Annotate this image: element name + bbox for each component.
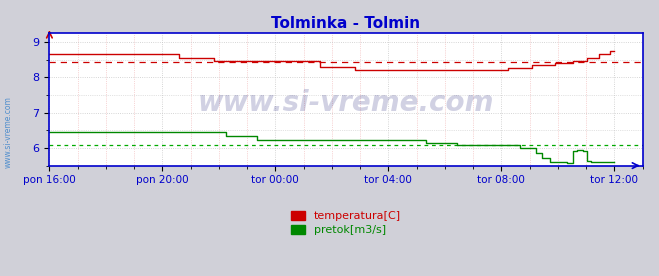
Text: www.si-vreme.com: www.si-vreme.com	[4, 97, 13, 168]
Text: www.si-vreme.com: www.si-vreme.com	[198, 89, 494, 117]
Title: Tolminka - Tolmin: Tolminka - Tolmin	[272, 15, 420, 31]
Legend: temperatura[C], pretok[m3/s]: temperatura[C], pretok[m3/s]	[287, 206, 405, 240]
